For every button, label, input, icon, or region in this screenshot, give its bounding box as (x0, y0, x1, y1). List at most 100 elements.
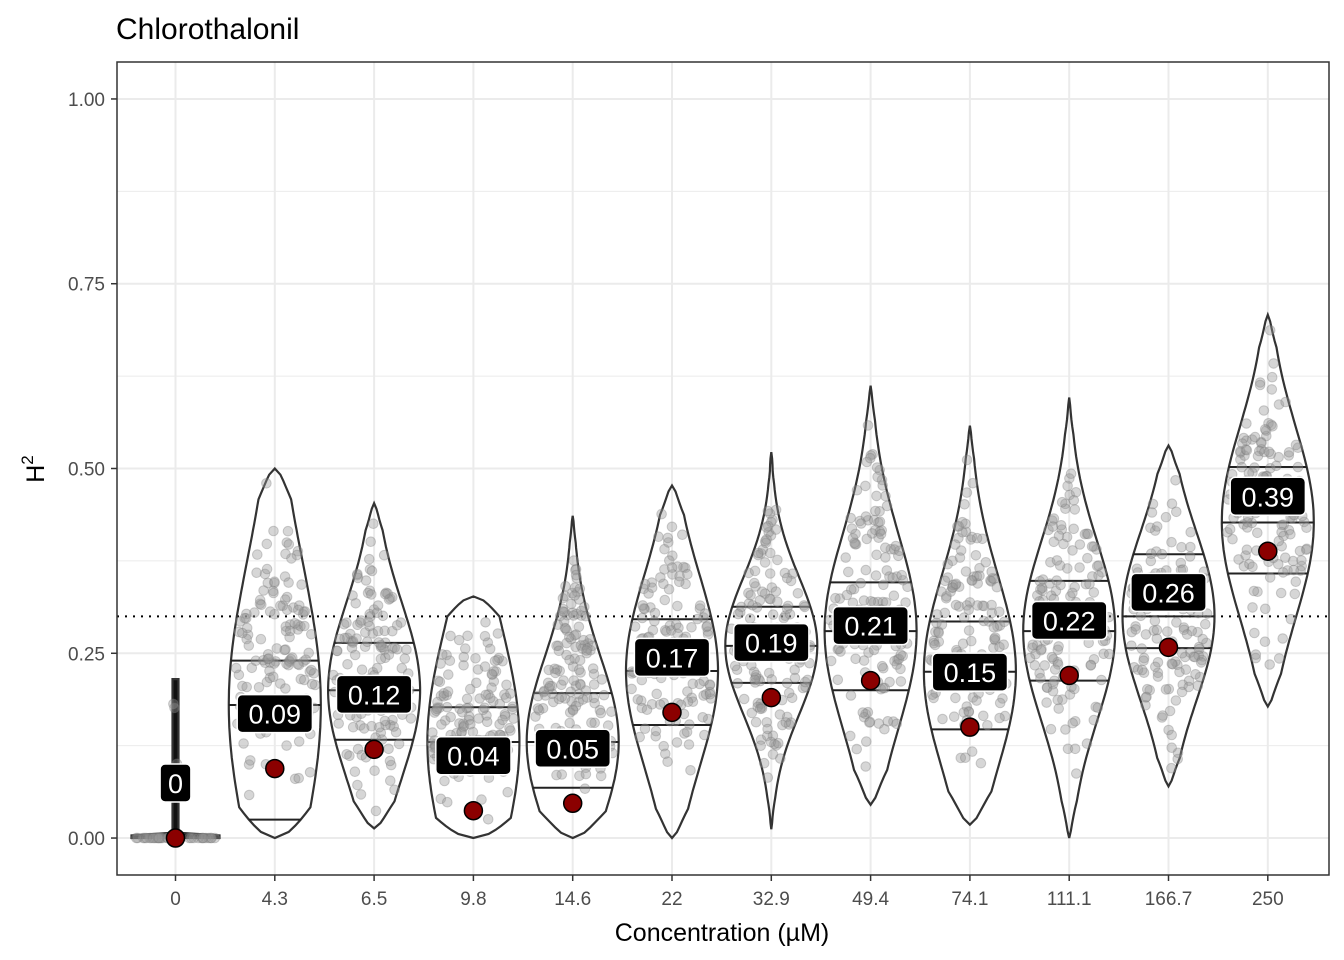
jitter-point (870, 524, 881, 536)
jitter-point (766, 582, 778, 593)
jitter-point (889, 655, 900, 667)
jitter-point (352, 619, 363, 631)
jitter-point (1166, 729, 1177, 741)
jitter-point (1192, 680, 1204, 692)
jitter-point (380, 587, 392, 599)
jitter-point (643, 588, 654, 599)
jitter-point (1052, 656, 1063, 668)
jitter-point (253, 682, 265, 693)
jitter-point (463, 702, 474, 714)
jitter-point (974, 570, 985, 582)
jitter-point (798, 600, 810, 611)
x-tick-label: 6.5 (361, 889, 387, 910)
jitter-point (380, 637, 391, 649)
jitter-point (704, 679, 716, 690)
jitter-point (1264, 325, 1276, 336)
jitter-point (671, 619, 682, 630)
jitter-point (389, 642, 401, 654)
jitter-point (1190, 669, 1201, 680)
jitter-point (1045, 723, 1057, 735)
jitter-point (1200, 618, 1211, 630)
jitter-point (930, 626, 941, 638)
jitter-point (1043, 524, 1054, 536)
jitter-point (983, 616, 995, 627)
jitter-point (679, 728, 690, 739)
jitter-point (884, 676, 895, 688)
jitter-point (752, 701, 764, 713)
jitter-point (149, 832, 160, 844)
jitter-point (385, 593, 396, 604)
mean-point (1158, 637, 1179, 658)
jitter-point (1222, 527, 1233, 538)
jitter-point (994, 641, 1005, 653)
jitter-point (561, 649, 572, 661)
jitter-point (659, 625, 671, 636)
jitter-point (892, 654, 903, 665)
jitter-point (579, 601, 590, 613)
mean-label-box (236, 693, 314, 734)
jitter-point (551, 640, 562, 652)
jitter-point (462, 630, 473, 642)
jitter-point (239, 612, 250, 624)
jitter-point (880, 552, 891, 563)
jitter-point (762, 505, 774, 517)
violin-14-6 (525, 515, 620, 840)
jitter-point (1034, 575, 1046, 587)
jitter-point (438, 688, 450, 699)
jitter-point (584, 634, 596, 645)
jitter-point (936, 586, 947, 597)
jitter-point (784, 609, 796, 620)
jitter-point (205, 832, 216, 844)
jitter-point (1027, 639, 1039, 651)
jitter-point (681, 726, 693, 738)
jitter-point (763, 526, 775, 538)
jitter-point (297, 609, 309, 620)
jitter-point (1280, 396, 1291, 408)
jitter-point (267, 585, 279, 597)
jitter-point (405, 713, 417, 724)
violin-166-7 (1121, 443, 1216, 789)
jitter-point (351, 569, 363, 581)
jitter-point (295, 621, 306, 632)
jitter-point (745, 590, 756, 601)
jitter-point (656, 508, 667, 520)
jitter-point (1067, 587, 1078, 599)
jitter-point (1224, 523, 1236, 535)
y-tick-label: 0.75 (68, 275, 105, 296)
jitter-point (559, 622, 571, 634)
jitter-point (989, 634, 1001, 646)
jitter-point (1186, 625, 1198, 637)
jitter-point (261, 538, 273, 550)
jitter-point (568, 675, 580, 686)
jitter-point (292, 545, 304, 557)
jitter-point (755, 548, 767, 559)
jitter-point (1244, 558, 1255, 570)
jitter-point (767, 514, 778, 526)
jitter-point (293, 772, 305, 784)
jitter-point (482, 814, 494, 825)
jitter-point (868, 644, 880, 656)
jitter-point (572, 586, 583, 598)
x-tick-label: 250 (1252, 889, 1284, 910)
jitter-point (268, 671, 279, 683)
jitter-point (582, 643, 593, 654)
jitter-point (1027, 642, 1038, 654)
jitter-point (377, 610, 389, 622)
jitter-point (843, 566, 854, 578)
jitter-point (1180, 664, 1192, 675)
jitter-point (950, 579, 961, 591)
jitter-point (281, 537, 293, 548)
jitter-point (980, 557, 992, 568)
jitter-point (1163, 724, 1174, 736)
jitter-point (1052, 644, 1064, 656)
jitter-point (262, 577, 274, 589)
jitter-point (1246, 517, 1258, 529)
jitter-point (963, 706, 975, 718)
jitter-point (1041, 697, 1052, 708)
jitter-point (832, 674, 844, 686)
jitter-point (1098, 648, 1109, 660)
jitter-point (954, 552, 966, 563)
jitter-point (494, 718, 505, 730)
jitter-point (674, 576, 685, 588)
jitter-point (855, 518, 867, 529)
